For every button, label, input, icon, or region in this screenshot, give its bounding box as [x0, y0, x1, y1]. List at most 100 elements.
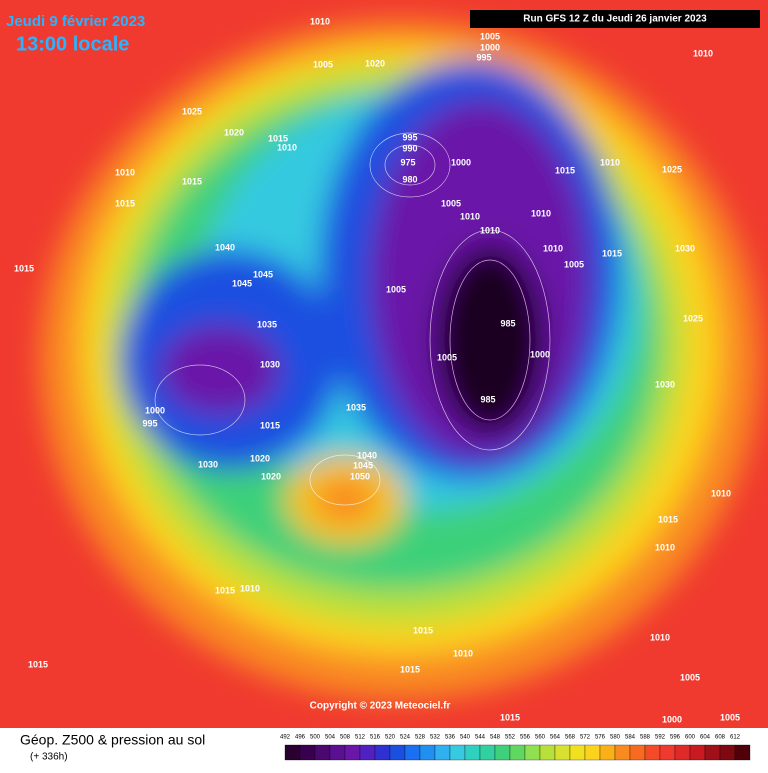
pressure-label: 1045 — [232, 278, 252, 288]
pressure-label: 1010 — [543, 243, 563, 253]
pressure-label: 1035 — [346, 402, 366, 412]
scale-label: 564 — [550, 735, 561, 741]
pressure-label: 1010 — [600, 157, 620, 167]
scale-label: 500 — [310, 735, 321, 741]
scale-swatch — [659, 744, 676, 761]
scale-swatch — [299, 744, 316, 761]
pressure-label: 1015 — [260, 420, 280, 430]
pressure-label: 985 — [500, 318, 515, 328]
pressure-label: 1000 — [480, 42, 500, 52]
scale-label: 540 — [460, 735, 471, 741]
pressure-label: 1000 — [451, 157, 471, 167]
pressure-label: 1035 — [257, 319, 277, 329]
pressure-label: 1015 — [413, 625, 433, 635]
pressure-label: 1015 — [400, 664, 420, 674]
scale-swatch — [524, 744, 541, 761]
pressure-label: 1010 — [650, 632, 670, 642]
scale-label: 524 — [400, 735, 411, 741]
scale-label: 552 — [505, 735, 516, 741]
pressure-label: 1010 — [531, 208, 551, 218]
pressure-label: 980 — [402, 174, 417, 184]
pressure-label: 985 — [480, 394, 495, 404]
scale-label: 608 — [715, 735, 726, 741]
scale-label: 600 — [685, 735, 696, 741]
pressure-label: 1005 — [720, 712, 740, 722]
scale-swatch — [284, 744, 301, 761]
pressure-label: 1020 — [261, 471, 281, 481]
scale-label: 520 — [385, 735, 396, 741]
pressure-label: 1015 — [14, 263, 34, 273]
scale-swatch — [359, 744, 376, 761]
run-info: Run GFS 12 Z du Jeudi 26 janvier 2023 — [523, 14, 707, 25]
scale-label: 516 — [370, 735, 381, 741]
scale-swatch — [464, 744, 481, 761]
pressure-label: 1015 — [182, 176, 202, 186]
scale-swatch — [479, 744, 496, 761]
pressure-label: 1010 — [693, 48, 713, 58]
scale-label: 588 — [640, 735, 651, 741]
legend-subtitle: (+ 336h) — [30, 752, 68, 763]
pressure-label: 1020 — [224, 127, 244, 137]
pressure-label: 1010 — [460, 211, 480, 221]
scale-swatch — [329, 744, 346, 761]
scale-swatch — [554, 744, 571, 761]
pressure-label: 1005 — [680, 672, 700, 682]
scale-swatch — [539, 744, 556, 761]
scale-swatch — [689, 744, 706, 761]
title: Jeudi 9 février 2023 — [6, 13, 145, 30]
pressure-label: 1015 — [115, 198, 135, 208]
pressure-label: 1040 — [215, 242, 235, 252]
pressure-label: 1010 — [277, 142, 297, 152]
pressure-label: 990 — [402, 143, 417, 153]
scale-label: 544 — [475, 735, 486, 741]
scale-swatch — [629, 744, 646, 761]
pressure-label: 1015 — [658, 514, 678, 524]
pressure-label: 1000 — [145, 405, 165, 415]
pressure-label: 1015 — [28, 659, 48, 669]
pressure-label: 1015 — [500, 712, 520, 722]
pressure-label: 1005 — [480, 31, 500, 41]
pressure-label: 1015 — [602, 248, 622, 258]
isobars — [154, 132, 551, 506]
pressure-label: 975 — [400, 157, 415, 167]
scale-swatch — [449, 744, 466, 761]
pressure-label: 995 — [402, 132, 417, 142]
scale-swatch — [509, 744, 526, 761]
scale-swatch — [674, 744, 691, 761]
pressure-label: 1015 — [268, 133, 288, 143]
scale-swatch — [419, 744, 436, 761]
pressure-label: 1030 — [198, 459, 218, 469]
pressure-label: 1010 — [240, 583, 260, 593]
pressure-label: 1010 — [115, 167, 135, 177]
color-scale: 492 496 500 504 508 512 516 520 524 528 532 536 540 5… — [280, 735, 751, 761]
pressure-label: 1025 — [683, 313, 703, 323]
scale-label: 556 — [520, 735, 531, 741]
scale-label: 492 — [280, 735, 291, 741]
pressure-label: 1005 — [564, 259, 584, 269]
scale-swatch — [569, 744, 586, 761]
pressure-label: 1020 — [250, 453, 270, 463]
pressure-label: 1045 — [253, 269, 273, 279]
scale-swatch — [704, 744, 721, 761]
scale-swatch — [314, 744, 331, 761]
pressure-label: 1030 — [655, 379, 675, 389]
copyright: Copyright © 2023 Meteociel.fr — [310, 701, 451, 712]
scale-label: 560 — [535, 735, 546, 741]
scale-swatch — [404, 744, 421, 761]
pressure-label: 1030 — [260, 359, 280, 369]
scale-swatch — [734, 744, 751, 761]
scale-swatch — [344, 744, 361, 761]
pressure-label: 1005 — [441, 198, 461, 208]
scale-label: 584 — [625, 735, 636, 741]
pressure-label: 1015 — [555, 165, 575, 175]
scale-label: 532 — [430, 735, 441, 741]
subtitle: 13:00 locale — [16, 33, 129, 55]
scale-label: 612 — [730, 735, 741, 741]
pressure-label: 995 — [142, 418, 157, 428]
pressure-label: 1025 — [182, 106, 202, 116]
pressure-label: 1010 — [480, 225, 500, 235]
scale-label: 568 — [565, 735, 576, 741]
scale-label: 592 — [655, 735, 666, 741]
pressure-label: 1015 — [215, 585, 235, 595]
